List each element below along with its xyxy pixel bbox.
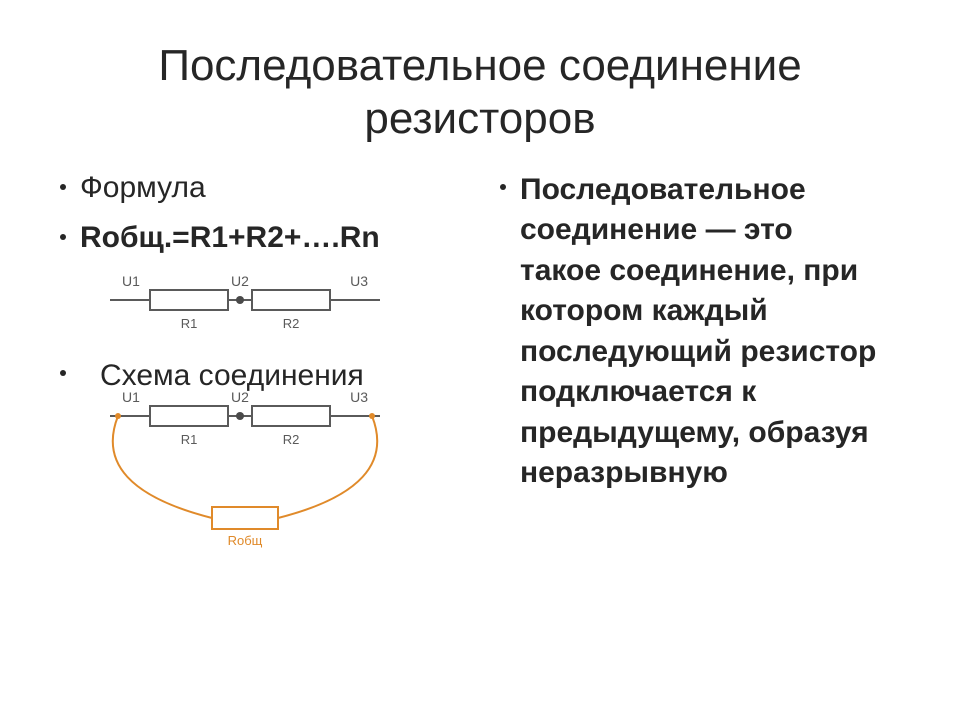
columns: Формула Rобщ.=R1+R2+….Rn U1U2U3R1R2 Схем… — [60, 170, 900, 566]
svg-text:U1: U1 — [122, 389, 140, 405]
svg-text:Rобщ: Rобщ — [228, 533, 263, 548]
bullet-icon — [60, 234, 66, 240]
svg-text:U2: U2 — [231, 273, 249, 289]
svg-text:R1: R1 — [181, 432, 198, 447]
svg-text:U1: U1 — [122, 273, 140, 289]
slide: Последовательное соединение резисторов Ф… — [0, 0, 960, 720]
formula-label: Формула — [80, 170, 206, 206]
bullet-definition: Последовательное соединение — это такое … — [500, 170, 880, 494]
formula-text: Rобщ.=R1+R2+….Rn — [80, 220, 380, 256]
slide-title: Последовательное соединение резисторов — [60, 40, 900, 146]
bullet-formula-label: Формула — [60, 170, 480, 206]
left-column: Формула Rобщ.=R1+R2+….Rn U1U2U3R1R2 Схем… — [60, 170, 480, 566]
svg-text:R2: R2 — [283, 316, 300, 331]
right-column: Последовательное соединение — это такое … — [500, 170, 880, 566]
svg-text:U3: U3 — [350, 389, 368, 405]
bullet-formula: Rобщ.=R1+R2+….Rn — [60, 220, 480, 256]
svg-text:U3: U3 — [350, 273, 368, 289]
circuit-diagram-top: U1 U2 U3 R1 R2 — [100, 270, 480, 346]
bullet-icon — [500, 184, 506, 190]
svg-text:U2: U2 — [231, 389, 249, 405]
circuit-diagram-bottom: U1 U2 U3 R1 R2 Rобщ — [100, 386, 480, 556]
bullet-icon — [60, 370, 66, 376]
definition-text: Последовательное соединение — это такое … — [520, 170, 880, 494]
svg-text:R2: R2 — [283, 432, 300, 447]
bullet-icon — [60, 184, 66, 190]
svg-text:R1: R1 — [181, 316, 198, 331]
